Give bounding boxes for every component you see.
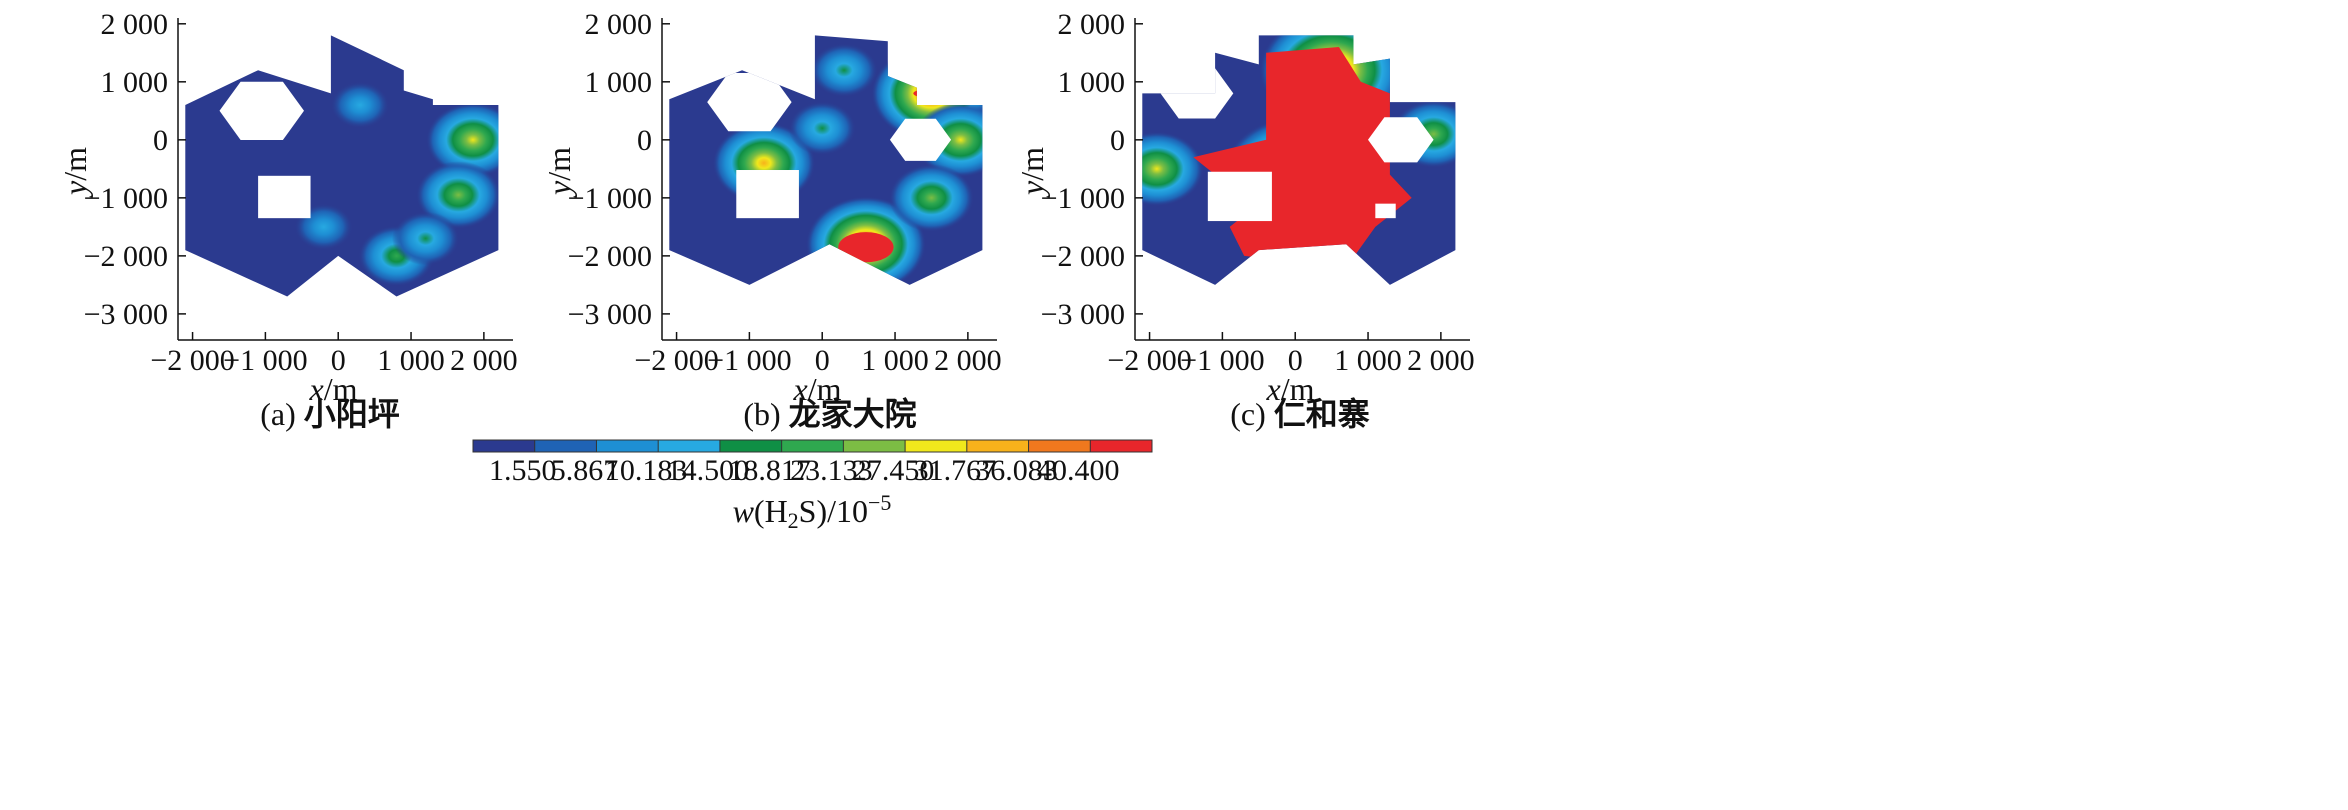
colorbar-tick-label: 18.817 [728,454,811,487]
x-tick-label: −1 000 [707,344,791,377]
colorbar-tick-label: 31.767 [914,454,997,487]
y-tick-label: 1 000 [1058,66,1126,99]
y-tick-label: −1 000 [84,182,168,215]
colorbar-segment [534,440,597,452]
colorbar-tick-label: 40.400 [1037,454,1120,487]
hot-spot [426,102,499,178]
excluded-zone [736,170,799,219]
y-tick-label: −3 000 [1041,298,1125,331]
colorbar-tick-label: 36.083 [975,454,1058,487]
excluded-zone [707,73,792,132]
excluded-zone [1368,117,1434,163]
concentration-field [219,81,499,287]
y-tick-label: 0 [637,124,652,157]
hot-spot [888,164,974,232]
y-tick-label: 0 [153,124,168,157]
colorbar-tick-label: 23.133 [790,454,873,487]
x-tick-label: −1 000 [1180,344,1264,377]
x-tick-label: 1 000 [1334,344,1402,377]
hot-spot [415,161,499,229]
x-tick-label: −2 000 [634,344,718,377]
colorbar-segment [1028,440,1091,452]
y-tick-label: 0 [1110,124,1125,157]
colorbar-segment [658,440,721,452]
y-tick-label: 2 000 [101,8,169,41]
x-tick-label: 1 000 [861,344,929,377]
colorbar-segment [596,440,659,452]
colorbar-tick-label: 1.550 [489,454,557,487]
excluded-zone [219,81,304,140]
y-tick-label: −2 000 [84,240,168,273]
x-axis-label: x/m [793,371,842,407]
y-tick-label: −1 000 [1041,182,1125,215]
x-tick-label: 2 000 [1407,344,1475,377]
colorbar-title: w(H2S)/10−5 [733,490,892,533]
saturated-core [913,88,950,99]
hot-spot [788,101,856,156]
y-axis-label: y/m [541,147,577,198]
y-axis-label: y/m [57,147,93,198]
excluded-zone [889,118,952,161]
saturated-core [1193,47,1412,268]
saturated-core [838,232,894,263]
y-axis-label: y/m [1014,147,1050,198]
hot-spot [810,43,878,98]
x-axis-label: x/m [309,371,358,407]
x-tick-label: 0 [1288,344,1303,377]
y-tick-label: −2 000 [568,240,652,273]
panel-caption: (a) 小阳坪 [260,395,400,433]
x-tick-label: −2 000 [1107,344,1191,377]
x-tick-label: 1 000 [377,344,445,377]
colorbar-segment [905,440,968,452]
colorbar-tick-label: 27.450 [852,454,935,487]
concentration-field [1142,35,1456,268]
y-tick-label: 2 000 [1058,8,1126,41]
colorbar-segment [843,440,906,452]
colorbar-segment [1090,440,1153,452]
x-tick-label: 0 [815,344,830,377]
x-tick-label: 2 000 [450,344,518,377]
colorbar-segment [473,440,536,452]
excluded-zone [1375,203,1396,219]
y-tick-label: −3 000 [84,298,168,331]
excluded-zone [1207,171,1272,222]
y-tick-label: −3 000 [568,298,652,331]
colorbar-tick-label: 14.500 [667,454,750,487]
colorbar-segment [719,440,783,452]
x-tick-label: 0 [331,344,346,377]
hot-spot [1142,131,1204,207]
x-axis-label: x/m [1266,371,1315,407]
panel-caption: (b) 龙家大院 [743,395,916,433]
hot-spot [391,211,460,266]
y-tick-label: 1 000 [101,66,169,99]
colorbar: 1.5505.86710.18314.50018.81723.13327.450… [472,439,1153,533]
hot-spot [330,81,390,129]
y-tick-label: −2 000 [1041,240,1125,273]
colorbar-tick-label: 10.183 [605,454,688,487]
y-tick-label: −1 000 [568,182,652,215]
panel-caption: (c) 仁和寨 [1230,395,1370,433]
colorbar-frame [472,439,1153,453]
excluded-zone [258,175,311,219]
x-tick-label: −1 000 [223,344,307,377]
x-tick-label: −2 000 [150,344,234,377]
colorbar-tick-label: 5.867 [551,454,619,487]
x-tick-label: 2 000 [934,344,1002,377]
y-tick-label: 1 000 [585,66,653,99]
colorbar-segment [781,440,844,452]
y-tick-label: 2 000 [585,8,653,41]
colorbar-segment [966,440,1030,452]
